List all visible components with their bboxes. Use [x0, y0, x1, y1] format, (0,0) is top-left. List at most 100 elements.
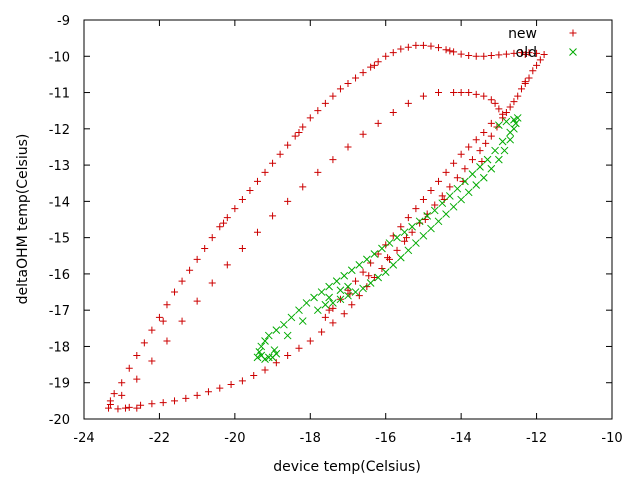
data-point-old [261, 337, 269, 345]
data-point-old [344, 291, 352, 300]
data-point-new [446, 47, 454, 55]
y-tick-label: -20 [49, 413, 70, 428]
data-point-new [402, 234, 410, 242]
data-point-new [238, 196, 246, 204]
data-point-new [482, 139, 490, 147]
data-point-new [352, 277, 360, 285]
data-point-new [318, 328, 326, 336]
data-point-new [269, 212, 277, 220]
data-point-old [347, 266, 356, 275]
data-point-new [431, 201, 439, 209]
data-point-new [114, 405, 122, 413]
data-point-new [385, 255, 393, 263]
data-point-new [133, 352, 141, 360]
data-point-new [487, 96, 495, 104]
data-point-old [257, 342, 266, 351]
data-point-new [306, 114, 314, 122]
data-point-new [510, 49, 518, 57]
data-point-new [412, 205, 420, 213]
data-point-old [468, 170, 477, 179]
data-point-old [302, 299, 311, 307]
data-point-new [238, 245, 246, 253]
data-point-new [329, 92, 337, 100]
data-point-new [118, 379, 126, 387]
data-point-old [445, 192, 454, 200]
data-point-new [182, 394, 190, 402]
legend-label-old: old [516, 45, 537, 61]
data-point-new [133, 404, 141, 412]
data-point-new [427, 186, 435, 194]
data-point-new [502, 108, 510, 116]
data-point-new [148, 400, 156, 408]
data-point-new [487, 132, 495, 140]
data-point-old [310, 293, 318, 302]
data-point-new [295, 128, 303, 136]
data-point-new [408, 228, 416, 236]
x-tick-label: -10 [601, 431, 622, 446]
data-point-old [479, 173, 488, 182]
data-point-old [442, 210, 450, 218]
data-point-new [374, 58, 382, 66]
y-tick-label: -18 [49, 340, 70, 355]
data-point-old [295, 306, 303, 315]
data-point-old [408, 222, 416, 231]
data-point-new [336, 85, 344, 93]
data-point-old [351, 288, 360, 296]
data-point-new [435, 177, 443, 185]
data-point-new [269, 159, 277, 167]
x-tick-label: -18 [300, 431, 321, 446]
data-point-new [419, 92, 427, 100]
data-point-old [511, 119, 520, 128]
data-point-new [216, 384, 224, 392]
y-axis-title: deltaOHM temp(Celsius) [15, 134, 31, 305]
data-point-new [438, 192, 446, 200]
x-tick-label: -12 [526, 431, 547, 446]
legend-marker-old [569, 48, 577, 56]
data-point-new [299, 123, 307, 131]
data-point-new [121, 404, 129, 412]
data-point-new [220, 219, 228, 227]
data-point-old [272, 349, 281, 358]
data-point-new [253, 228, 261, 236]
data-point-new [491, 99, 499, 107]
data-point-new [110, 390, 118, 398]
data-point-new [435, 89, 443, 97]
data-point-new [272, 359, 280, 367]
data-point-new [344, 79, 352, 87]
x-tick-label: -14 [451, 431, 472, 446]
data-point-new [404, 43, 412, 51]
data-point-new [450, 89, 458, 97]
data-point-new [140, 339, 148, 347]
data-point-old [404, 246, 413, 255]
data-point-new [208, 279, 216, 287]
data-point-old [476, 163, 484, 171]
data-point-old [464, 188, 473, 197]
data-point-new [284, 197, 292, 205]
data-point-new [359, 130, 367, 138]
legend-marker-new [569, 29, 577, 37]
data-point-old [280, 320, 288, 329]
data-point-old [393, 233, 401, 242]
data-point-new [171, 288, 179, 296]
data-point-old [261, 355, 269, 364]
y-tick-label: -11 [49, 87, 70, 102]
data-point-old [321, 300, 330, 309]
data-point-new [517, 85, 525, 93]
data-point-old [423, 212, 432, 220]
data-point-new [227, 381, 235, 389]
data-point-new [521, 78, 529, 86]
data-point-new [367, 63, 375, 71]
data-point-old [453, 184, 462, 193]
y-tick-label: -10 [49, 50, 70, 65]
data-point-new [457, 150, 465, 158]
data-point-old [498, 137, 507, 146]
data-point-new [299, 183, 307, 191]
data-point-new [137, 401, 145, 409]
data-point-old [298, 317, 307, 325]
data-point-new [521, 50, 529, 58]
data-point-new [325, 306, 333, 314]
data-point-new [446, 183, 454, 191]
data-point-new [378, 264, 386, 272]
data-point-old [449, 202, 458, 211]
data-point-old [329, 299, 337, 307]
